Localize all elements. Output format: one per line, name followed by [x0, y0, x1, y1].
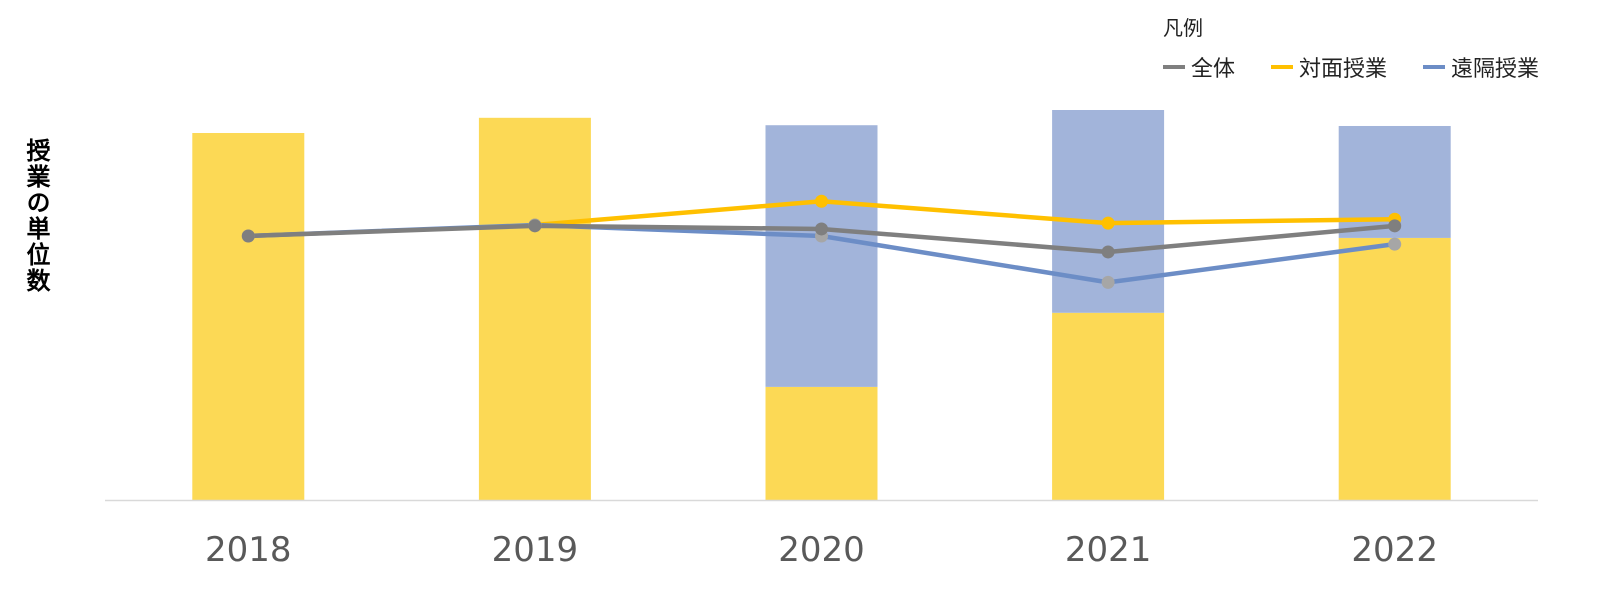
legend-swatch-overall: [1163, 65, 1185, 69]
bar-face_to_face-2019: [478, 117, 591, 501]
marker-face-to-face-2021: [1101, 216, 1115, 230]
marker-overall-2021: [1101, 245, 1115, 259]
legend-label-remote: 遠隔授業: [1451, 57, 1540, 82]
line-face-to-face: [534, 199, 1395, 228]
bar-face_to_face-2018: [192, 133, 305, 500]
y-axis-label: 授業の単位数: [22, 138, 50, 294]
bar-face_to_face-2020: [765, 386, 878, 500]
marker-face-to-face-2020: [815, 194, 828, 208]
marker-remote-2021: [1101, 275, 1115, 289]
legend: 凡例 全体 対面授業 遠隔授業: [1163, 12, 1539, 83]
legend-label-face-to-face: 対面授業: [1299, 57, 1388, 82]
marker-overall-2022: [1388, 219, 1402, 233]
legend-label-overall: 全体: [1191, 57, 1236, 82]
lines-layer: [241, 194, 1402, 289]
legend-title: 凡例: [1163, 16, 1203, 40]
legend-swatch-face-to-face: [1271, 65, 1294, 69]
legend-swatch-remote: [1423, 65, 1446, 69]
legend-item-remote: 遠隔授業: [1423, 51, 1539, 83]
legend-item-overall: 全体: [1163, 51, 1235, 83]
x-tick-label-2020: 2020: [778, 530, 865, 570]
legend-items: 全体 対面授業 遠隔授業: [1163, 51, 1539, 83]
marker-overall-2020: [815, 222, 828, 236]
legend-item-face-to-face: 対面授業: [1271, 51, 1387, 83]
x-tick-labels: 2018 2019 2020 2021 2022: [205, 530, 1438, 570]
bar-face_to_face-2022: [1338, 237, 1451, 501]
bar-face_to_face-2021: [1052, 312, 1165, 500]
marker-overall-2018: [241, 229, 255, 243]
bars-layer: [192, 110, 1451, 501]
x-tick-label-2019: 2019: [492, 530, 579, 570]
marker-overall-2019: [528, 219, 542, 233]
x-tick-label-2022: 2022: [1351, 530, 1438, 570]
x-tick-label-2021: 2021: [1065, 530, 1152, 570]
x-tick-label-2018: 2018: [205, 530, 292, 570]
bar-remote-2020: [765, 125, 878, 387]
marker-remote-2022: [1388, 237, 1402, 251]
